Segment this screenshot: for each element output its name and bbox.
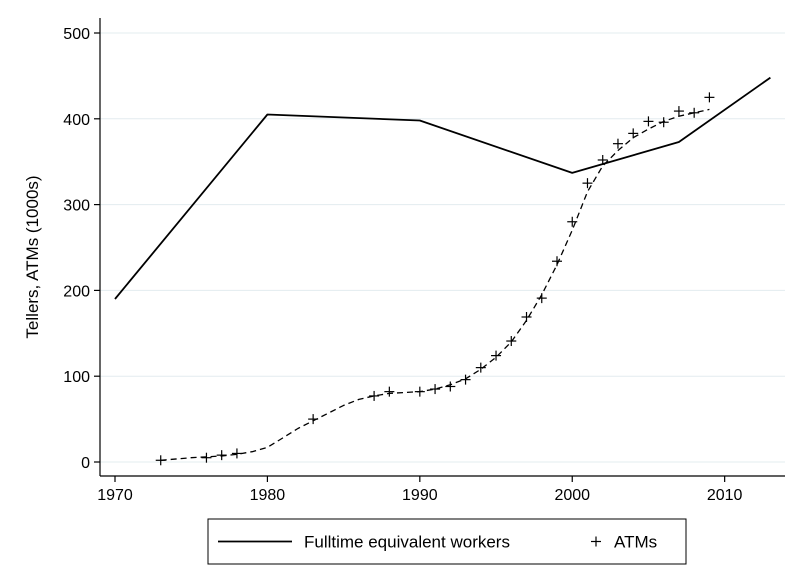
x-tick-label: 2000 bbox=[554, 487, 590, 504]
x-tick-label: 1980 bbox=[250, 487, 286, 504]
data-point-atm bbox=[567, 216, 578, 227]
x-tick-label: 2010 bbox=[707, 487, 743, 504]
y-tick-label: 100 bbox=[63, 369, 90, 386]
data-point-atm bbox=[552, 256, 562, 267]
data-point-atm bbox=[628, 128, 639, 139]
data-point-atm bbox=[460, 374, 471, 385]
data-point-atm bbox=[384, 386, 395, 397]
data-point-atm bbox=[658, 117, 669, 128]
legend-label: Fulltime equivalent workers bbox=[304, 533, 510, 552]
legend-plus-symbol bbox=[591, 536, 601, 547]
series-line-atms-smoothed bbox=[160, 108, 710, 461]
data-point-atm bbox=[643, 116, 654, 127]
y-tick-label: 0 bbox=[81, 455, 90, 472]
x-tick-label: 1970 bbox=[97, 487, 133, 504]
plot-area bbox=[114, 76, 771, 466]
axes: 0 100 200 300 400 500 1970 1980 1990 2000 2010 bbox=[63, 18, 785, 504]
gridlines bbox=[100, 32, 785, 463]
y-tick-label: 500 bbox=[63, 26, 90, 43]
y-tick-label: 400 bbox=[63, 112, 90, 129]
data-point-atm bbox=[673, 106, 684, 117]
y-axis-title: Tellers, ATMs (1000s) bbox=[23, 175, 42, 338]
y-tick-label: 300 bbox=[63, 198, 90, 215]
data-point-atm bbox=[582, 178, 593, 189]
data-point-atm bbox=[445, 381, 456, 392]
data-point-atm bbox=[491, 350, 502, 361]
data-point-atm bbox=[597, 154, 608, 165]
legend-label: ATMs bbox=[614, 533, 657, 552]
data-point-atm bbox=[231, 448, 242, 459]
data-point-atm bbox=[704, 92, 715, 103]
series-line-fulltime-equivalent-workers bbox=[114, 76, 771, 300]
data-point-atm bbox=[475, 362, 486, 373]
y-tick-label: 200 bbox=[63, 283, 90, 300]
data-point-atm bbox=[689, 107, 700, 118]
legend: Fulltime equivalent workers ATMs bbox=[207, 518, 687, 565]
data-point-atm bbox=[201, 452, 212, 463]
x-tick-label: 1990 bbox=[402, 487, 438, 504]
data-point-atm bbox=[612, 138, 623, 149]
